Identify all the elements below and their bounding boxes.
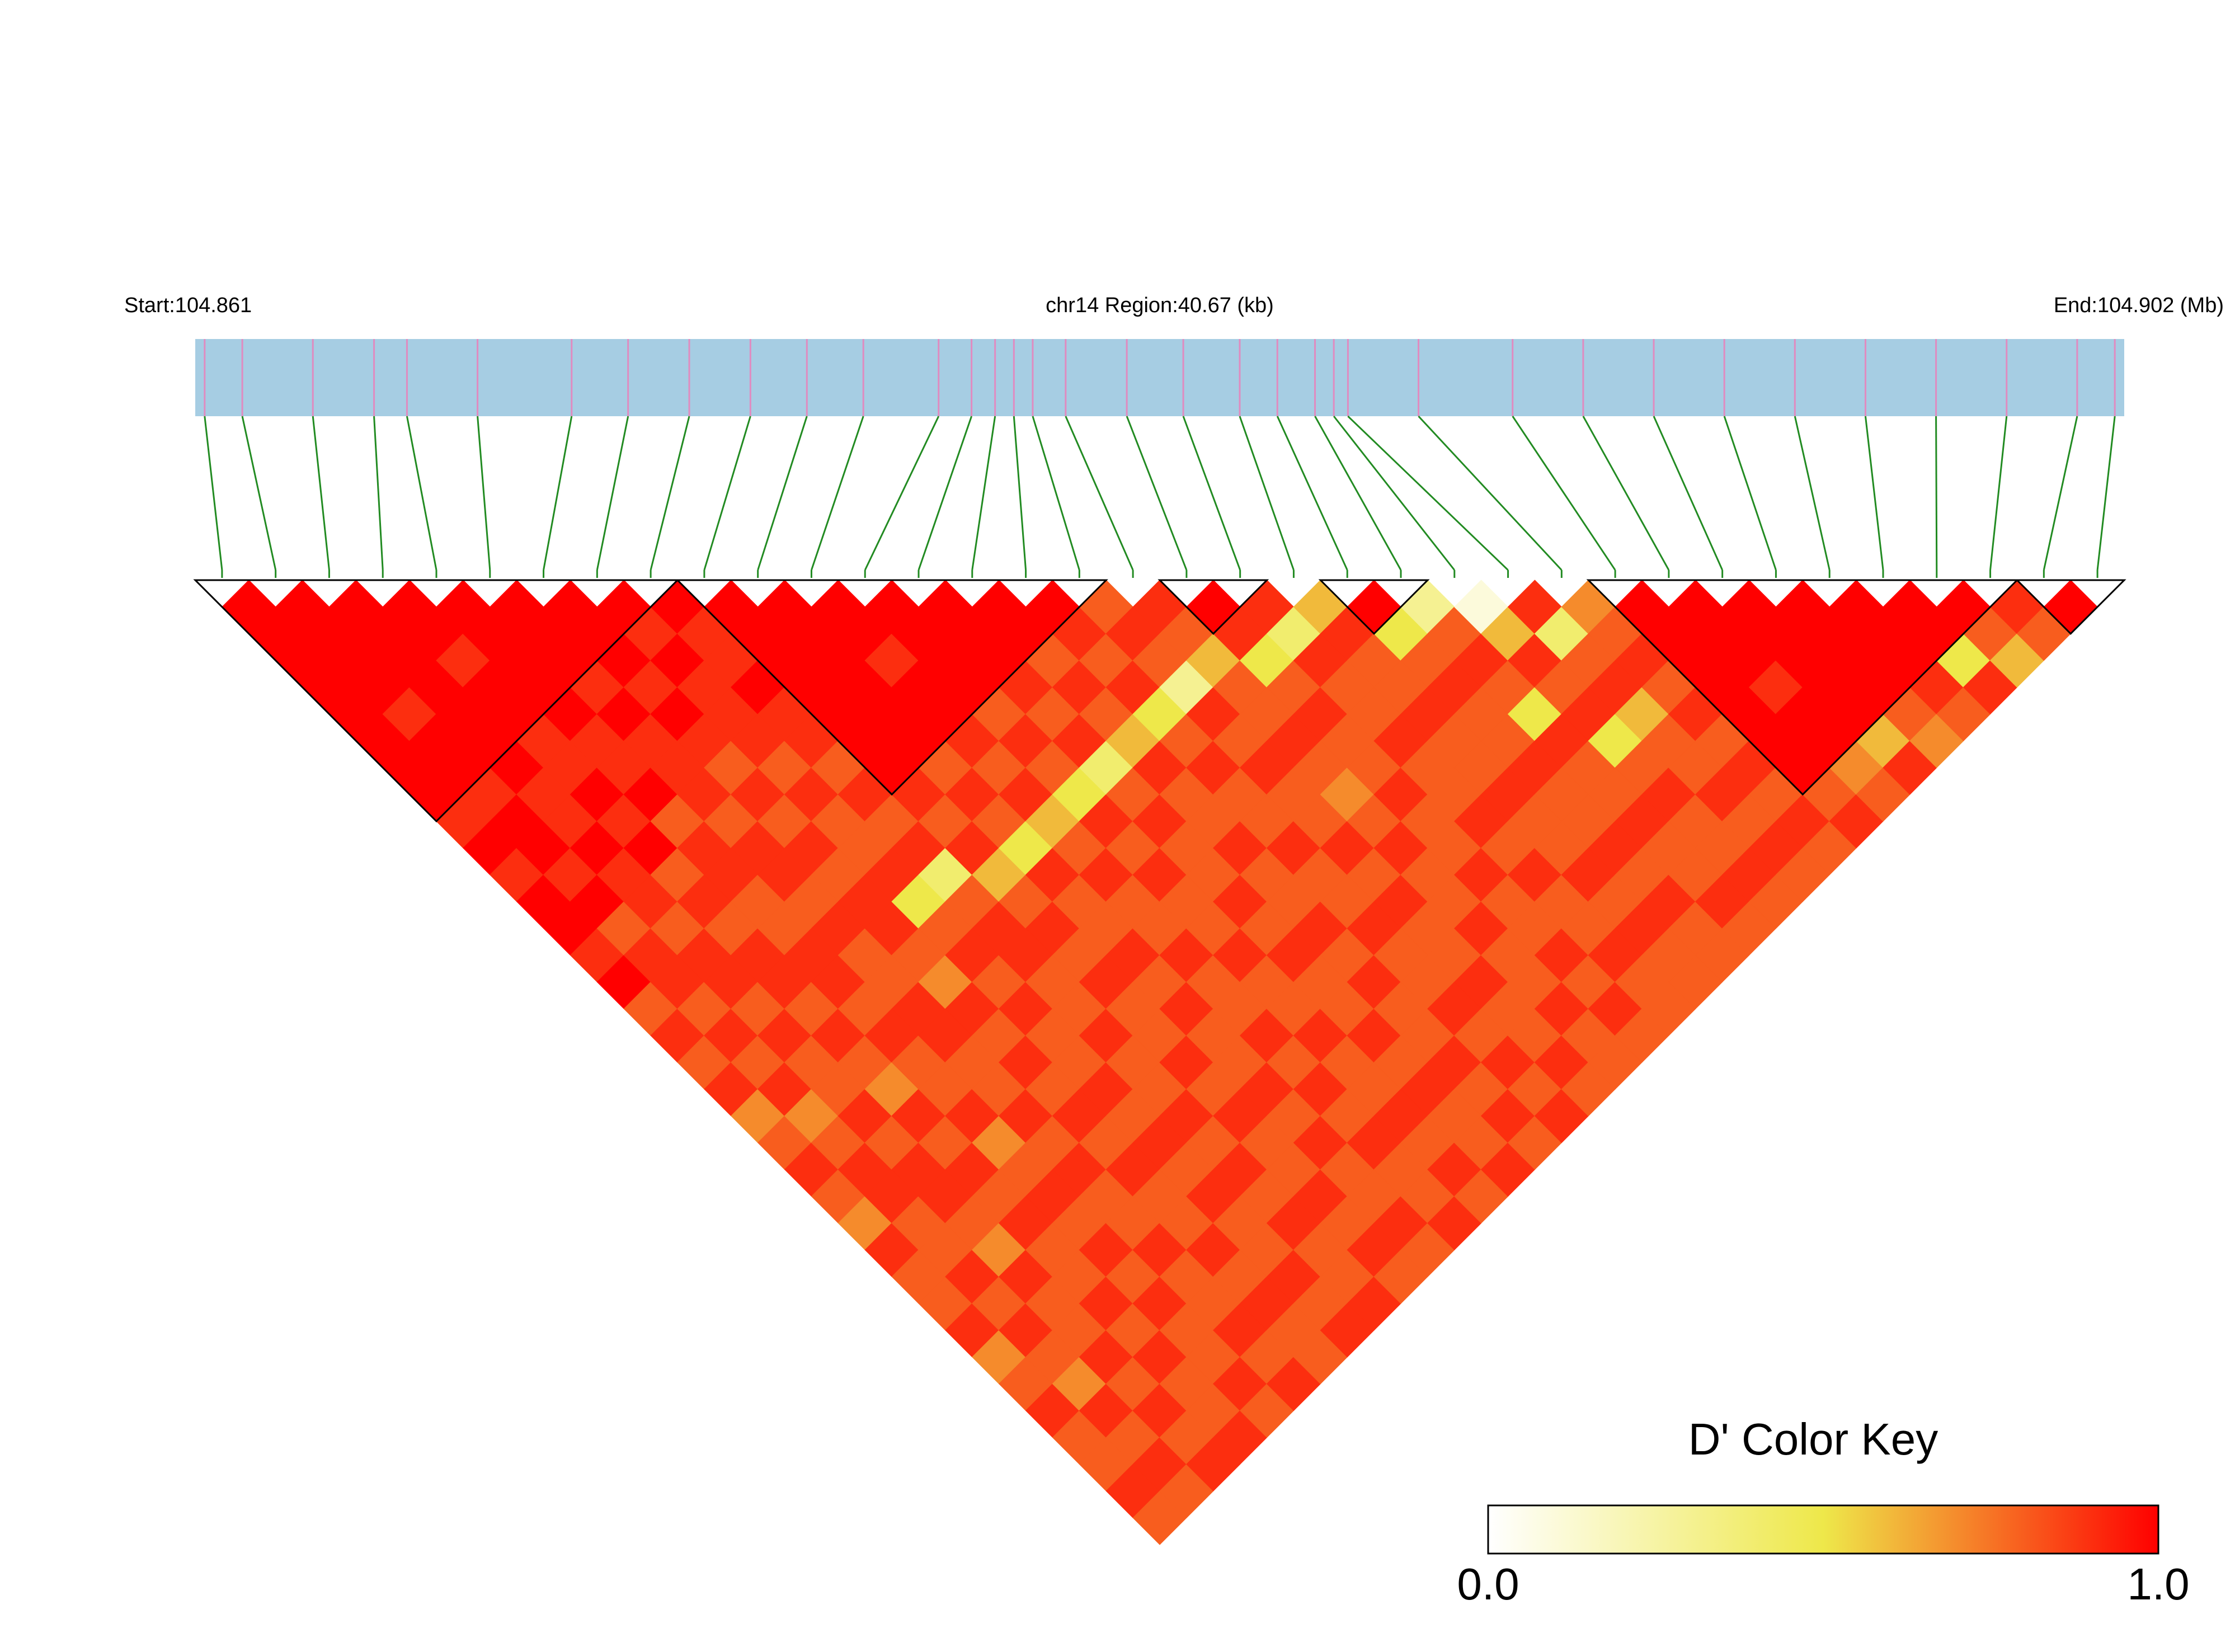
key-title: D' Color Key — [1688, 1414, 1938, 1464]
snp-connector — [1794, 416, 1831, 571]
region-bar — [195, 339, 2124, 416]
snp-connector — [596, 416, 629, 571]
key-tick-label: 0.0 — [1457, 1559, 1519, 1609]
end-label: End:104.902 (Mb) — [2054, 294, 2224, 317]
snp-connector — [1126, 416, 1188, 571]
ld-block — [675, 579, 1108, 796]
snp-connector — [477, 416, 491, 571]
snp-connector — [241, 416, 277, 571]
snp-connector — [2096, 416, 2116, 571]
ld-block — [2015, 579, 2126, 635]
snp-connector — [811, 416, 864, 571]
snp-connector — [1333, 416, 1455, 571]
snp-connector — [406, 416, 437, 571]
snp-connector — [917, 416, 973, 571]
snp-connector — [1347, 415, 1509, 571]
snp-connector — [1723, 416, 1777, 571]
ld-block — [1158, 579, 1269, 635]
snp-connector — [1013, 416, 1027, 571]
snp-connector — [864, 416, 940, 571]
snp-connector — [1314, 416, 1402, 571]
ld-block — [193, 579, 680, 823]
snp-connector — [1418, 415, 1563, 571]
snp-connector — [1864, 416, 1884, 571]
snp-connector — [1182, 416, 1241, 571]
snp-connector — [2043, 416, 2078, 571]
snp-connector — [703, 416, 751, 571]
start-label: Start:104.861 — [124, 294, 252, 317]
snp-connector — [204, 416, 223, 571]
snp-connector — [650, 416, 690, 571]
snp-connector — [1032, 416, 1080, 571]
snp-connector — [1653, 416, 1724, 571]
snp-connector — [1065, 416, 1134, 571]
key-tick-label: 1.0 — [2127, 1559, 2189, 1609]
snp-connector — [1512, 416, 1616, 571]
snp-connector — [373, 416, 384, 571]
ld-block — [1318, 579, 1430, 635]
snp-connector — [971, 416, 996, 571]
ld-block — [1586, 579, 2020, 796]
snp-connector — [543, 416, 573, 571]
snp-connector — [1239, 416, 1295, 571]
color-key — [1487, 1504, 2159, 1555]
region-label: chr14 Region:40.67 (kb) — [1046, 294, 1274, 317]
snp-connector — [757, 416, 808, 571]
snp-connector — [1989, 416, 2008, 571]
snp-connector — [1582, 416, 1670, 571]
snp-connector — [312, 416, 330, 571]
snp-connector — [1935, 416, 1938, 571]
snp-connector — [1276, 416, 1348, 571]
